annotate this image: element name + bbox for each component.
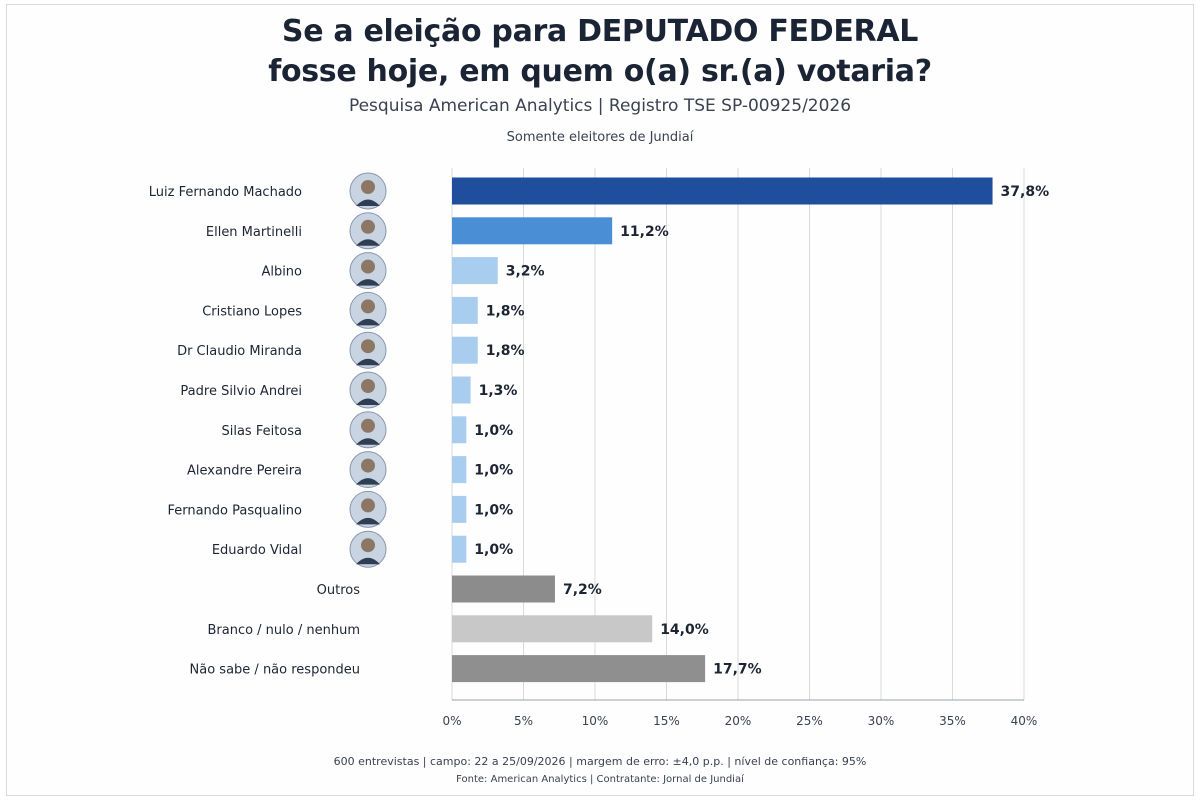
candidate-photo-icon — [349, 371, 387, 409]
candidate-photo-icon — [349, 172, 387, 210]
category-label: Alexandre Pereira — [187, 464, 302, 479]
category-label: Dr Claudio Miranda — [177, 344, 302, 359]
chart-subtitle: Pesquisa American Analytics | Registro T… — [348, 96, 852, 116]
bar — [452, 655, 706, 683]
candidate-photo-icon — [349, 252, 387, 290]
category-label: Albino — [261, 265, 302, 280]
data-label: 14,0% — [660, 622, 709, 638]
category-label: Ellen Martinelli — [206, 225, 302, 240]
data-label: 1,3% — [479, 383, 518, 399]
category-label: Não sabe / não respondeu — [190, 663, 360, 678]
data-label: 1,0% — [474, 423, 513, 439]
data-label: 37,8% — [1001, 184, 1050, 200]
bar — [452, 257, 498, 285]
category-label: Silas Feitosa — [221, 424, 302, 439]
bar — [452, 495, 467, 523]
data-label: 17,7% — [713, 662, 762, 678]
source-note: Fonte: American Analytics | Contratante:… — [456, 774, 744, 785]
methodology-note: 600 entrevistas | campo: 22 a 25/09/2026… — [333, 755, 867, 768]
bar — [452, 336, 478, 364]
data-label: 3,2% — [506, 264, 545, 280]
candidate-photo-icon — [349, 490, 387, 528]
bar — [452, 376, 471, 404]
x-tick-label: 5% — [514, 714, 533, 728]
bar — [452, 217, 613, 245]
x-tick-label: 0% — [442, 714, 461, 728]
data-label: 11,2% — [620, 224, 669, 240]
chart-note: Somente eleitores de Jundiaí — [506, 130, 694, 145]
category-label: Luiz Fernando Machado — [149, 185, 302, 200]
bar — [452, 416, 467, 444]
data-label: 7,2% — [563, 582, 602, 598]
data-label: 1,8% — [486, 343, 525, 359]
candidate-photo-icon — [349, 451, 387, 489]
chart-title-line1: Se a eleição para DEPUTADO FEDERAL — [281, 14, 919, 49]
data-label: 1,0% — [474, 542, 513, 558]
bar — [452, 177, 993, 205]
category-label: Padre Silvio Andrei — [180, 384, 302, 399]
category-label: Eduardo Vidal — [212, 543, 302, 558]
category-label: Outros — [317, 583, 361, 598]
bar — [452, 575, 555, 603]
category-label: Fernando Pasqualino — [167, 503, 302, 518]
x-tick-label: 40% — [1011, 714, 1038, 728]
bar — [452, 535, 467, 563]
category-label: Branco / nulo / nenhum — [207, 623, 360, 638]
x-tick-label: 30% — [868, 714, 895, 728]
candidate-photo-icon — [349, 331, 387, 369]
candidate-photo-icon — [349, 291, 387, 329]
data-label: 1,0% — [474, 463, 513, 479]
data-label: 1,0% — [474, 502, 513, 518]
category-label: Cristiano Lopes — [202, 304, 302, 319]
bar — [452, 296, 478, 324]
chart-title-line2: fosse hoje, em quem o(a) sr.(a) votaria? — [268, 54, 932, 89]
candidate-photo-icon — [349, 411, 387, 449]
x-tick-label: 10% — [582, 714, 609, 728]
x-tick-label: 25% — [796, 714, 823, 728]
x-tick-label: 35% — [939, 714, 966, 728]
bar — [452, 615, 653, 643]
data-label: 1,8% — [486, 303, 525, 319]
x-tick-label: 20% — [725, 714, 752, 728]
candidate-photo-icon — [349, 530, 387, 568]
bar — [452, 456, 467, 484]
x-tick-label: 15% — [653, 714, 680, 728]
candidate-photo-icon — [349, 212, 387, 250]
